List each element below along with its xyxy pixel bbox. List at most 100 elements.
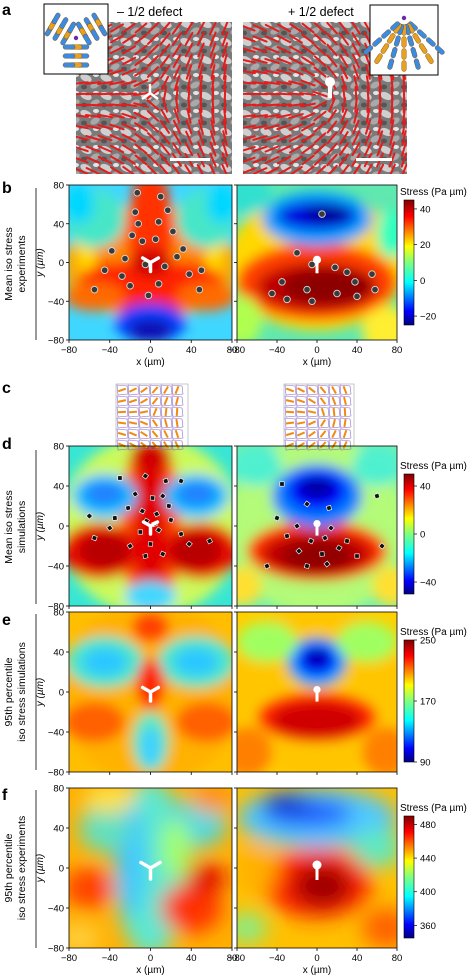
panel-letter-f: f [2, 787, 8, 804]
data-point [206, 537, 213, 545]
heatmap-f-left [69, 788, 232, 948]
data-point [321, 534, 329, 542]
data-point [112, 515, 118, 521]
colorbar-title: Stress (Pa µm) [400, 803, 467, 814]
data-point [263, 562, 271, 570]
x-tick-label: 40 [186, 345, 197, 356]
x-tick-label: 80 [392, 953, 403, 964]
x-tick-label: 40 [352, 953, 363, 964]
data-point [323, 560, 331, 568]
data-point [303, 500, 311, 508]
data-point [378, 542, 386, 550]
heatmap-e-right [237, 612, 397, 772]
x-axis-label: x (µm) [136, 357, 165, 368]
row-label-b-line2: experiments [16, 235, 28, 292]
data-point [371, 285, 379, 294]
heatmap-b-left [69, 185, 232, 340]
x-tick-label: −40 [102, 953, 118, 964]
x-tick-label: −80 [229, 953, 245, 964]
panel-letter-a: a [2, 2, 11, 19]
row-label-b-line1: Mean iso stress [3, 227, 15, 301]
x-axis-label: x (µm) [136, 965, 165, 976]
colorbar-tick-label: 90 [420, 758, 431, 769]
data-point [308, 297, 316, 306]
data-point [307, 537, 315, 545]
colorbar-tick-label: 360 [420, 921, 436, 932]
colorbar-tick-label: 440 [420, 854, 436, 865]
row-label-d-line2: simulations [16, 501, 28, 554]
row-label-f-line1: 95th percentile [3, 833, 15, 902]
y-tick-label: −40 [48, 728, 64, 739]
data-point [308, 260, 316, 269]
colorbar-tick-label: 250 [420, 636, 436, 647]
data-point [154, 280, 163, 288]
colorbar-tick-label: −40 [420, 578, 436, 589]
data-point [149, 495, 156, 501]
colorbar-title: Stress (Pa µm) [400, 627, 467, 638]
data-point [353, 292, 361, 301]
panel-letter-b: b [2, 180, 12, 197]
data-point [169, 227, 177, 236]
colorbar-tick-label: 0 [420, 530, 425, 541]
y-tick-label: 0 [59, 522, 64, 533]
y-tick-label: 40 [53, 482, 64, 493]
x-tick-label: −80 [61, 345, 77, 356]
y-tick-label: 40 [53, 219, 64, 230]
colorbar-title: Stress (Pa µm) [400, 187, 467, 198]
data-point [151, 235, 160, 243]
data-point [344, 538, 350, 544]
data-point [144, 291, 153, 300]
colorbar-tick-label: 480 [420, 820, 436, 831]
data-point [293, 522, 301, 530]
colorbar-tick-label: 40 [420, 204, 431, 215]
y-tick-label: 40 [53, 648, 64, 659]
colorbar-tick-label: 0 [420, 276, 425, 287]
data-point [142, 553, 149, 559]
x-tick-label: 40 [352, 345, 363, 356]
data-point [141, 472, 149, 480]
x-tick-label: 0 [148, 953, 153, 964]
data-point [91, 534, 98, 542]
data-point [139, 507, 146, 515]
data-point [137, 529, 143, 535]
x-tick-label: 0 [314, 953, 319, 964]
colorbar-tick-label: 400 [420, 887, 436, 898]
data-point [351, 278, 359, 286]
data-point [106, 524, 114, 532]
inset-plus-half-defect [363, 4, 445, 76]
row-label-b: Mean iso stress experiments [3, 188, 37, 340]
data-point [268, 289, 276, 298]
axes-layer: 80 40 0 −40 −80 y (µm) −80 −40 0 40 80 x (µm) −80 −40… [35, 181, 402, 977]
data-point [177, 477, 185, 485]
y-tick-label: 80 [53, 442, 64, 453]
row-label-f-line2: iso stress experiments [16, 816, 28, 920]
heatmap-d-left [69, 446, 232, 606]
data-point [185, 270, 193, 278]
data-point [154, 218, 163, 226]
colorbar-tick-label: −20 [420, 312, 436, 323]
y-tick-label: 40 [53, 824, 64, 835]
data-point [327, 524, 335, 532]
data-point [195, 285, 204, 294]
data-point [125, 505, 132, 511]
y-axis-label: y (µm) [35, 248, 46, 278]
data-point [90, 285, 99, 294]
x-tick-label: 0 [148, 345, 153, 356]
data-point [133, 188, 142, 197]
data-point [153, 510, 160, 518]
simulation-schematic-left [115, 383, 189, 451]
colorbar-tick-label: 40 [420, 482, 431, 493]
y-axis-label: y (µm) [35, 854, 46, 884]
data-point [185, 540, 193, 548]
colorbar-tick-label: 170 [420, 697, 436, 708]
data-point [118, 272, 126, 280]
data-point [167, 516, 174, 524]
data-point [335, 544, 343, 552]
row-label-d: Mean iso stress simulations [3, 450, 37, 604]
x-tick-label: 80 [227, 345, 238, 356]
x-tick-label: −40 [269, 953, 285, 964]
y-tick-label: −40 [48, 562, 64, 573]
data-point [303, 562, 311, 570]
